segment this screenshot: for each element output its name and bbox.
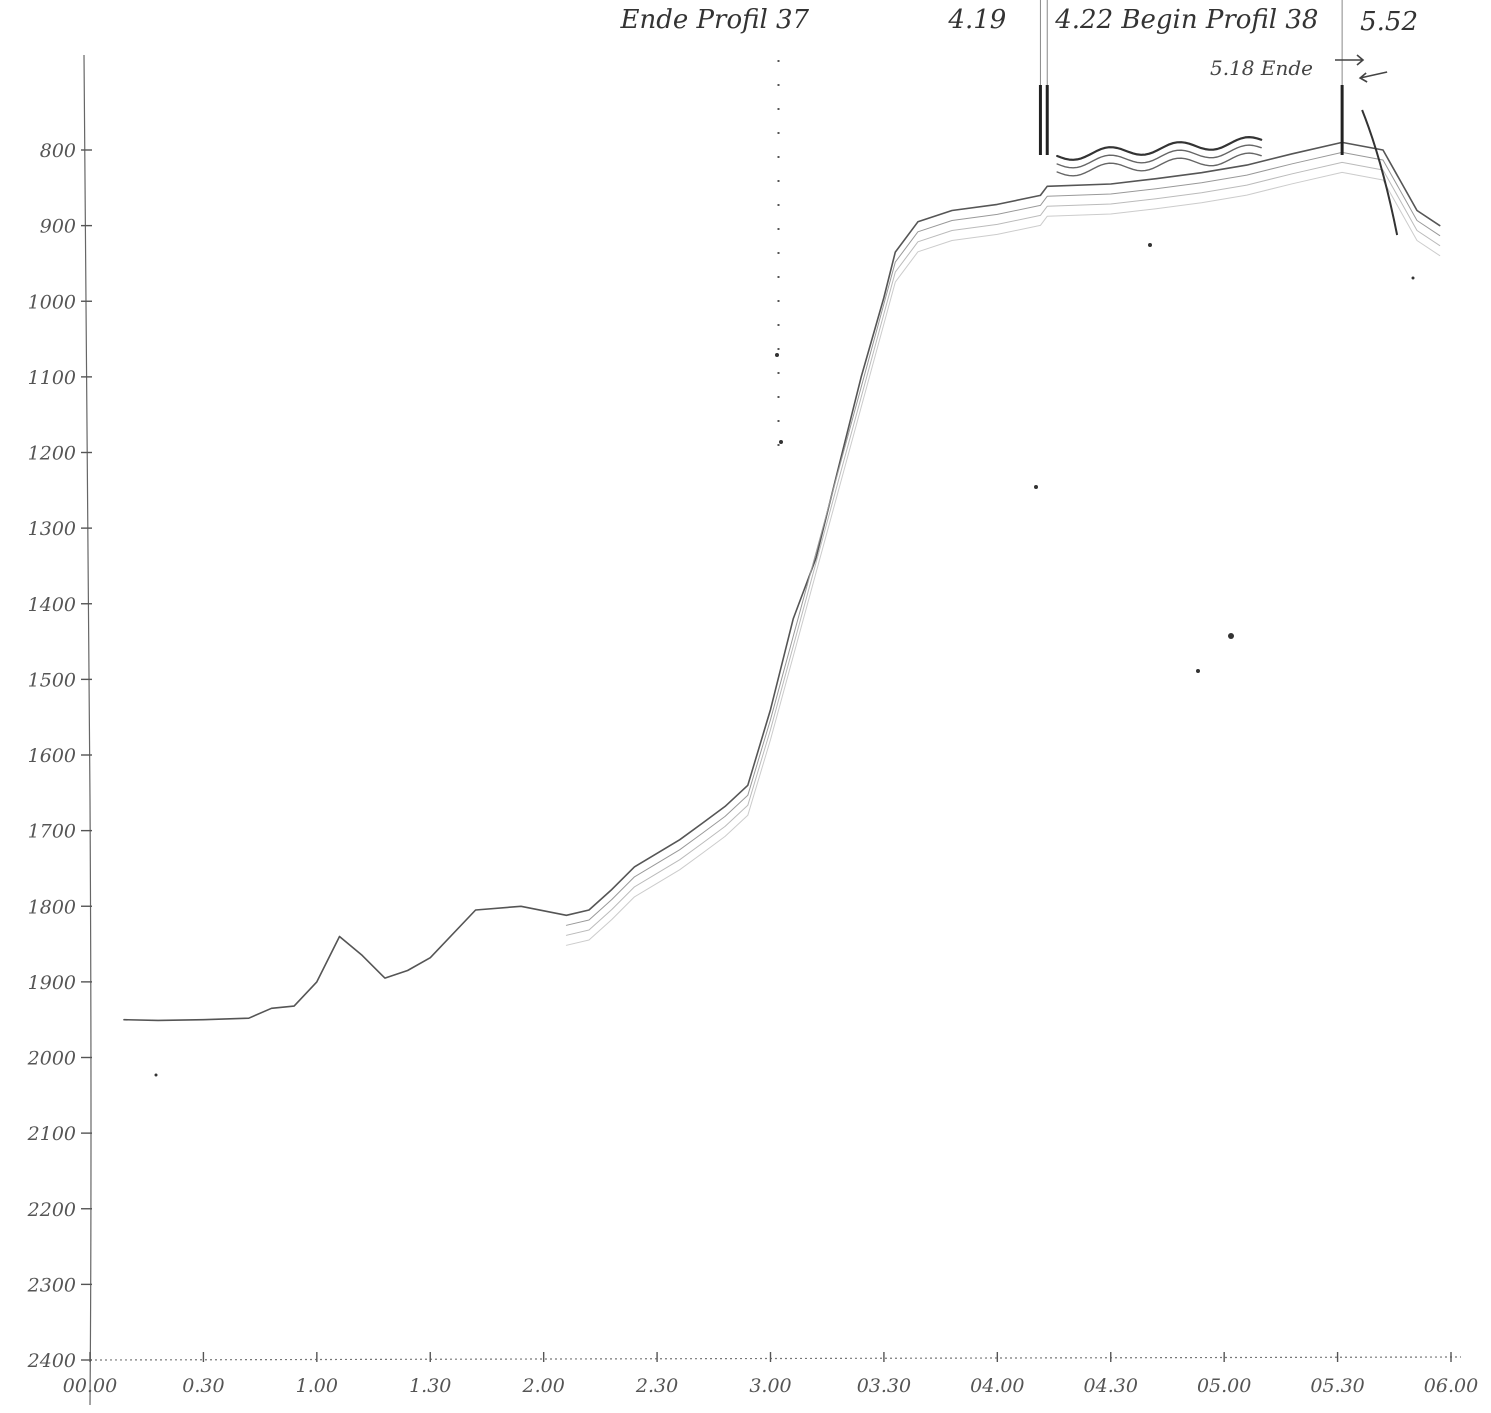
axes (83, 54, 1462, 1406)
series-strata-line (565, 161, 1441, 936)
y-tick-label-2400: 2400 (27, 1350, 76, 1372)
x-tick-label-3.00: 3.00 (749, 1375, 791, 1397)
y-tick-label-1800: 1800 (28, 896, 76, 918)
y-axis-line (83, 54, 92, 1406)
annotation-1: Ende Profil 37 (620, 5, 810, 35)
section-wave-line (1056, 144, 1262, 169)
pencil-speck (1411, 276, 1415, 280)
annotation-3: 4.22 Begin Profil 38 (1054, 5, 1318, 35)
y-tick-label-2200: 2200 (27, 1199, 76, 1221)
y-tick-label-1700: 1700 (28, 821, 76, 843)
pencil-speck (154, 1073, 158, 1077)
x-tick-label-1.00: 1.00 (296, 1375, 338, 1397)
arrow-right-icon (1335, 54, 1365, 66)
x-axis-line (89, 1356, 1462, 1361)
x-tick-label-04.00: 04.00 (970, 1375, 1024, 1397)
annotation-4: 5.18 Ende (1210, 56, 1313, 80)
x-axis-ticks: 00.00 0.30 1.00 1.30 2.00 2.30 3.00 03.30 04.00 0… (63, 1352, 1478, 1397)
x-tick-label-03.30: 03.30 (857, 1375, 911, 1397)
y-tick-label-1000: 1000 (28, 291, 76, 313)
y-tick-label-1100: 1100 (28, 367, 76, 389)
x-tick-label-2.00: 2.00 (522, 1375, 565, 1397)
annotation-2: 4.19 (947, 5, 1006, 35)
y-tick-label-1400: 1400 (28, 594, 76, 616)
section-wave-line (1056, 152, 1262, 177)
x-tick-label-06.00: 06.00 (1424, 1375, 1478, 1397)
y-tick-label-1300: 1300 (28, 518, 76, 540)
x-tick-label-0.30: 0.30 (182, 1375, 224, 1397)
series-strata-line (565, 171, 1441, 946)
pencil-speck (1034, 485, 1038, 489)
y-tick-label-2000: 2000 (27, 1048, 76, 1070)
x-tick-label-1.30: 1.30 (409, 1375, 451, 1397)
arrow-left-icon (1358, 71, 1388, 83)
x-tick-label-05.00: 05.00 (1197, 1375, 1251, 1397)
annotation-5: 5.52 (1360, 7, 1418, 37)
profile-series (123, 136, 1441, 1022)
y-tick-label-900: 900 (40, 216, 76, 238)
series-line (123, 141, 1441, 1022)
y-tick-label-2100: 2100 (27, 1123, 76, 1145)
x-tick-label-04.30: 04.30 (1084, 1375, 1138, 1397)
y-tick-label-800: 800 (40, 140, 76, 162)
handwritten-annotations: Ende Profil 37 4.19 4.22 Begin Profil 38 5.… (620, 5, 1419, 80)
series-strata-line (565, 151, 1441, 926)
y-axis-ticks: 800 900 1000 1100 1200 1300 1400 1500 1600 1700 18… (27, 140, 92, 1372)
pencil-speck (1228, 633, 1234, 639)
section-wave-line (1056, 136, 1263, 161)
y-tick-label-2300: 2300 (27, 1274, 76, 1296)
y-tick-label-1200: 1200 (28, 443, 76, 465)
y-tick-label-1500: 1500 (28, 669, 76, 691)
y-tick-label-1900: 1900 (28, 972, 76, 994)
x-tick-label-2.30: 2.30 (635, 1375, 678, 1397)
pencil-speck (1196, 669, 1200, 673)
pencil-speck (779, 440, 783, 444)
pencil-specks (154, 243, 1415, 1077)
pencil-speck (1148, 243, 1152, 247)
x-tick-label-05.30: 05.30 (1310, 1375, 1364, 1397)
section-markers (777, 0, 1399, 450)
x-tick-label-00.00: 00.00 (63, 1375, 117, 1397)
edge-line (1361, 109, 1399, 236)
y-tick-label-1600: 1600 (28, 745, 76, 767)
pencil-speck (775, 353, 779, 357)
